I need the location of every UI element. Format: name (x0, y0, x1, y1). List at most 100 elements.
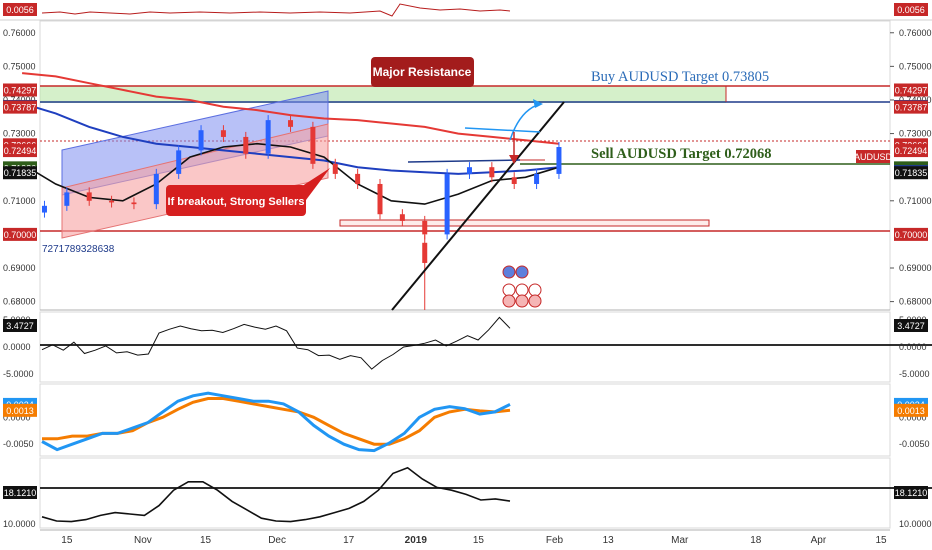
price-tag-bg (3, 227, 37, 241)
candle-body (64, 192, 70, 206)
price-tick-label: 0.74000 (899, 95, 932, 105)
price-tick-label: 0.68000 (899, 297, 932, 307)
svg-text:Major Resistance: Major Resistance (373, 65, 472, 79)
sell-target-label: Sell AUDUSD Target 0.72068 (591, 146, 771, 162)
price-tag: 0.70000 (3, 227, 37, 241)
price-tag-text: 0.72494 (4, 146, 37, 156)
price-tick-label-left: 0.75000 (3, 61, 36, 71)
time-axis-label: 13 (603, 535, 615, 546)
pane-tick-label: -5.0000 (899, 369, 930, 379)
price-tag-bg (894, 83, 928, 97)
price-tag-text: 0.74297 (4, 85, 37, 95)
candle-body (444, 173, 450, 235)
time-axis: 15 Nov 15 Dec 17 2019 15 Feb 13 Mar 18 Apr 15 (40, 529, 890, 546)
svg-text:18.1210: 18.1210 (4, 488, 37, 498)
price-tag: 0.71835 (3, 166, 37, 180)
price-tag-text: 0.71835 (895, 168, 928, 178)
price-tag-text: 0.71835 (4, 168, 37, 178)
macd-line (41, 391, 511, 453)
time-axis-label: 15 (61, 535, 73, 546)
pane-tick-label-left: -5.0000 (3, 369, 34, 379)
oscillator-line (41, 316, 511, 370)
price-tag-text: 0.72494 (895, 146, 928, 156)
price-tag-bg (894, 227, 928, 241)
pane2-tag: 0.0013 (3, 403, 37, 417)
price-tag-text: 0.70000 (4, 230, 37, 240)
candle-body (198, 130, 204, 151)
svg-text:0.0056: 0.0056 (897, 5, 925, 15)
top-strip-right-tag: 0.0056 (894, 3, 928, 16)
pane-tick-label-left: 10.0000 (3, 519, 36, 529)
candle-body (377, 183, 383, 215)
candle-body (355, 173, 361, 184)
pane2-left-tags: 0.00240.0013 (3, 397, 37, 417)
top-indicator-strip: 0.0056 0.0056 (0, 3, 932, 21)
time-axis-label: 18 (750, 535, 762, 546)
candle-body (131, 202, 137, 205)
pane2-tag-text: 0.0013 (6, 406, 34, 416)
price-tag-bg (3, 83, 37, 97)
price-tick-label-left: 0.71000 (3, 196, 36, 206)
pane-tick-label-left: 0.0000 (3, 412, 31, 422)
upper-trend-segment (464, 127, 541, 133)
time-axis-label: Feb (546, 535, 564, 546)
price-tick-label: 0.76000 (899, 28, 932, 38)
price-tag-bg (3, 166, 37, 180)
pane2-tag-text: 0.0013 (897, 406, 925, 416)
candle-body (86, 192, 92, 201)
support-rectangle (339, 219, 710, 227)
price-tick-label-left: 0.68000 (3, 297, 36, 307)
price-tick-label-left: 0.74000 (3, 95, 36, 105)
candle-body (153, 173, 159, 205)
adx-line (41, 466, 511, 523)
candle-body (220, 130, 226, 137)
price-candles (41, 115, 562, 310)
price-tag: 0.74297 (894, 83, 928, 97)
breakout-callout: If breakout, Strong Sellers (166, 168, 330, 216)
svg-text:0.0056: 0.0056 (6, 5, 34, 15)
pane-tick-label: 10.0000 (899, 519, 932, 529)
pane1-left-tag: 3.4727 (3, 319, 37, 332)
pane2-tag: 0.0013 (894, 403, 928, 417)
id-number-label: 7271789328638 (42, 244, 115, 255)
pane3-right-tag: 18.1210 (894, 486, 928, 499)
pane-tick-label-left: -0.0050 (3, 439, 34, 449)
candle-body (176, 150, 182, 174)
price-tick-label-left: 0.76000 (3, 28, 36, 38)
candle-body (466, 167, 472, 174)
pane2-tag-bg (894, 403, 928, 417)
time-axis-label: 15 (875, 535, 887, 546)
price-tag-text: 0.73787 (4, 103, 37, 113)
left-price-tags: 0.742970.738050.737870.726660.724940.719… (3, 83, 37, 241)
price-tag: 0.74297 (3, 83, 37, 97)
candle-body (332, 163, 338, 174)
price-tag-bg (894, 166, 928, 180)
pane2-tag-bg (3, 403, 37, 417)
price-tick-label: 0.73000 (899, 129, 932, 139)
price-tick-label-left: 0.69000 (3, 263, 36, 273)
time-axis-label: Apr (811, 535, 827, 546)
svg-text:AUDUSD: AUDUSD (854, 152, 893, 162)
top-strip-line (41, 3, 511, 17)
candle-body (265, 120, 271, 154)
symbol-badge: AUDUSD (854, 150, 893, 163)
price-tag: 0.71835 (894, 166, 928, 180)
price-tag: 0.73787 (3, 100, 37, 114)
buy-arrow-head (533, 99, 543, 108)
candle-body (310, 126, 316, 164)
flash-crash-body (422, 242, 428, 263)
price-pane: 0.76000 0.76000 0.75000 0.75000 0.74000 0.740… (3, 20, 932, 311)
candle-body (41, 205, 47, 213)
candle-body (511, 177, 517, 184)
price-tag-bg (3, 144, 37, 158)
sell-arrow-head (509, 155, 519, 164)
resistance-zone (40, 86, 726, 103)
pane-tick-label-left: 0.0000 (3, 342, 31, 352)
time-axis-label: 17 (343, 535, 355, 546)
time-axis-label: Mar (671, 535, 689, 546)
price-tag-text: 0.73787 (895, 103, 928, 113)
pane3-left-tag: 18.1210 (3, 486, 37, 499)
price-tag-bg (894, 144, 928, 158)
